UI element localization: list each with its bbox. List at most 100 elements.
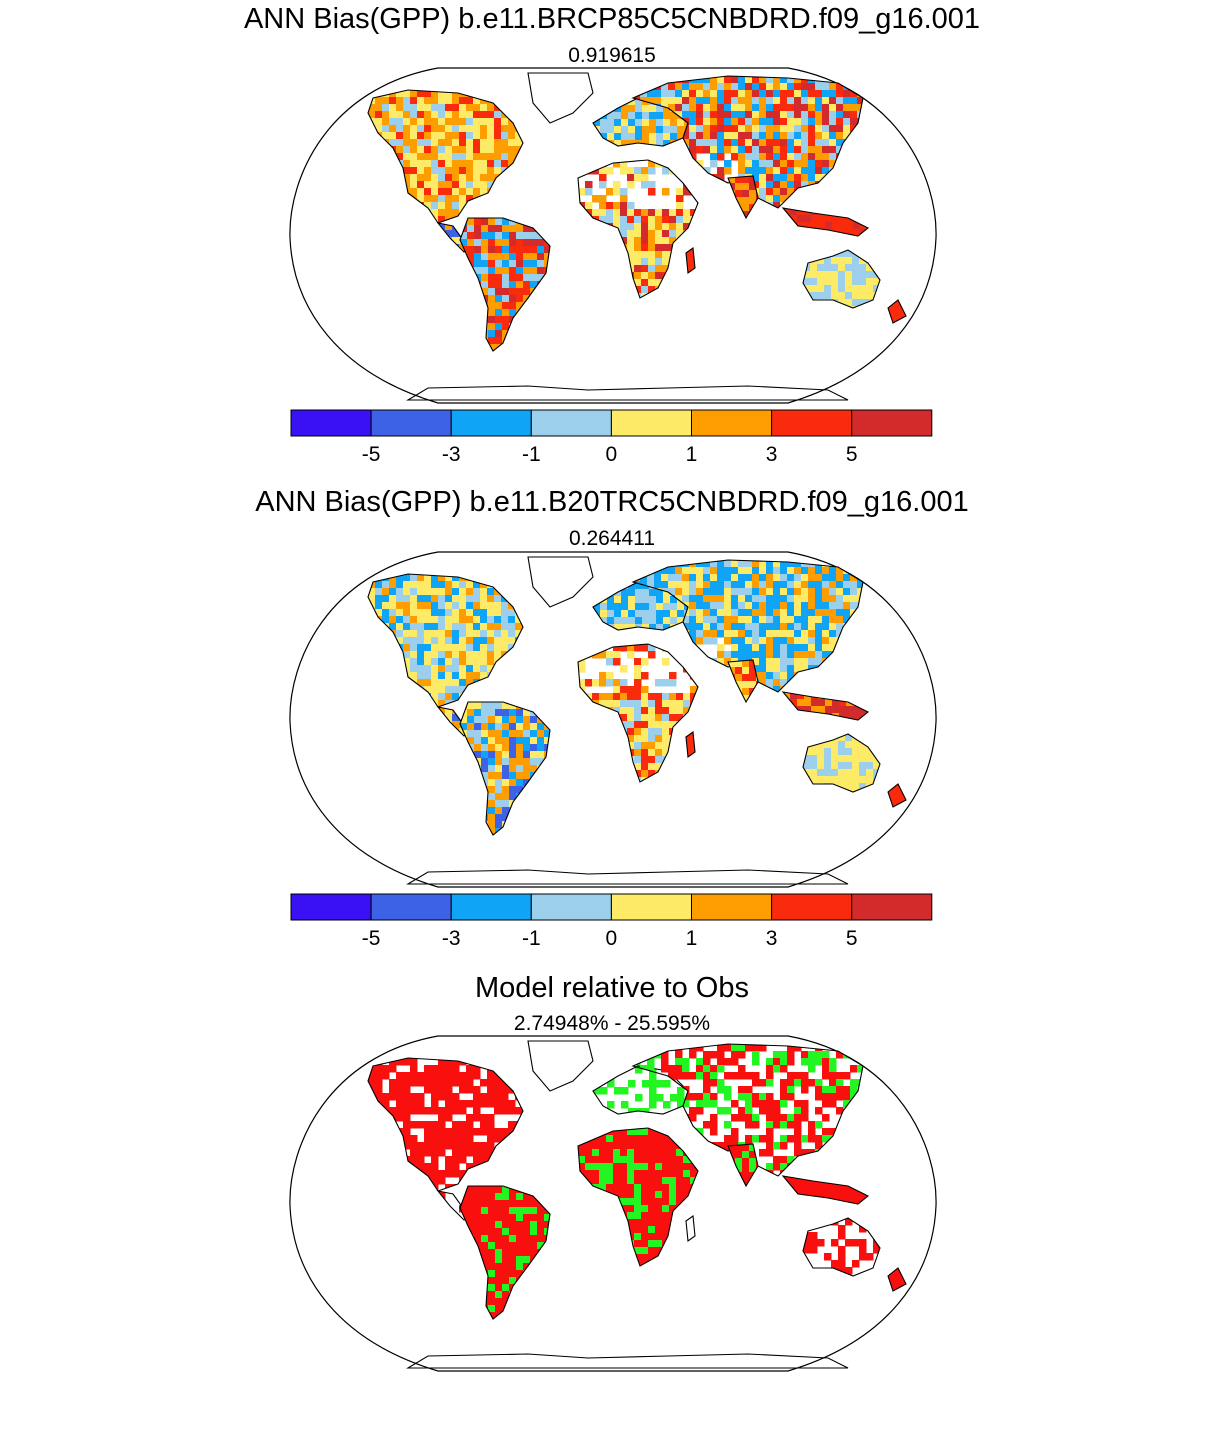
map-cell (703, 1051, 711, 1059)
map-cell (502, 1207, 510, 1215)
map-cell (459, 1072, 467, 1080)
map-cell (703, 132, 711, 140)
map-cell (669, 209, 677, 217)
map-cell (822, 160, 830, 168)
map-cell (431, 132, 439, 140)
map-cell (634, 265, 642, 273)
map-cell (656, 603, 664, 611)
map-cell (530, 1242, 538, 1250)
map-panel-3 (289, 1035, 937, 1372)
map-cell (696, 1065, 704, 1073)
map-cell (742, 681, 750, 689)
map-cell (787, 560, 795, 568)
map-cell (523, 1193, 531, 1201)
map-cell (824, 278, 832, 286)
map-cell (773, 195, 781, 203)
map-cell (431, 104, 439, 112)
map-cell (621, 140, 629, 146)
map-cell (607, 617, 615, 625)
map-cell (627, 714, 635, 722)
map-cell (480, 637, 488, 645)
map-cell (641, 763, 649, 771)
map-cell (480, 1100, 488, 1108)
map-cell (403, 1093, 411, 1101)
map-cell (677, 119, 685, 127)
map-cell (696, 567, 704, 575)
map-cell (831, 264, 839, 272)
map-cell (494, 623, 502, 631)
map-cell (627, 202, 635, 210)
map-cell (648, 265, 656, 273)
map-cell (424, 188, 432, 196)
map-cell (473, 146, 481, 154)
map-cell (466, 679, 474, 687)
map-cell (641, 1128, 649, 1136)
map-cell (669, 679, 677, 687)
map-cell (382, 97, 390, 105)
map-cell (516, 779, 524, 787)
map-cell (766, 125, 774, 133)
map-cell (852, 762, 860, 770)
map-cell (852, 783, 860, 791)
map-cell (628, 1108, 636, 1114)
map-cell (656, 589, 664, 597)
map-cell (717, 1065, 725, 1073)
map-cell (635, 1066, 643, 1074)
map-cell (780, 90, 788, 98)
map-cell (396, 1058, 404, 1066)
map-cell (438, 1086, 446, 1094)
map-cell (677, 1101, 685, 1109)
map-cell (417, 588, 425, 596)
map-cell (759, 1079, 767, 1087)
map-cell (759, 83, 767, 91)
map-cell (682, 1058, 690, 1066)
map-cell (780, 153, 788, 161)
colorbar-tick-label: 3 (766, 443, 778, 466)
map-cell (452, 1163, 460, 1171)
map-cell (424, 167, 432, 175)
map-cell (530, 765, 538, 773)
map-cell (445, 230, 453, 238)
map-cell (766, 574, 774, 582)
map-cell (752, 574, 760, 582)
map-cell (530, 253, 538, 261)
map-cell (773, 609, 781, 617)
map-cell (502, 1249, 510, 1257)
map-cell (424, 195, 432, 203)
map-cell (801, 616, 809, 624)
map-cell (717, 1058, 725, 1066)
map-cell (487, 153, 495, 161)
map-cell (502, 772, 510, 780)
map-cell (452, 637, 460, 645)
map-cell (662, 1191, 670, 1199)
map-cell (495, 1284, 503, 1292)
map-cell (516, 232, 524, 240)
map-cell (669, 1163, 677, 1171)
map-cell (759, 125, 767, 133)
map-cell (487, 1100, 495, 1108)
map-cell (613, 707, 621, 715)
map-cell (502, 323, 510, 331)
map-cell (410, 188, 418, 196)
map-cell (710, 1051, 718, 1059)
map-cell (766, 104, 774, 112)
map-cell (895, 798, 903, 806)
map-cell (648, 1247, 656, 1255)
map-cell (888, 791, 896, 799)
map-cell (831, 257, 839, 265)
map-cell (717, 125, 725, 133)
map-cell (424, 581, 432, 589)
map-cell (794, 651, 802, 659)
map-cell (431, 125, 439, 133)
map-cell (655, 237, 663, 245)
map-cell (759, 160, 767, 168)
map-cell (794, 146, 802, 154)
map-cell (794, 1079, 802, 1087)
map-cell (445, 195, 453, 203)
panel3-subtitle: 2.74948% - 25.595% (513, 1012, 711, 1035)
map-cell (866, 748, 874, 756)
map-cell (488, 1200, 496, 1208)
map-cell (852, 278, 860, 286)
map-cell (787, 658, 795, 666)
map-cell (530, 274, 538, 282)
